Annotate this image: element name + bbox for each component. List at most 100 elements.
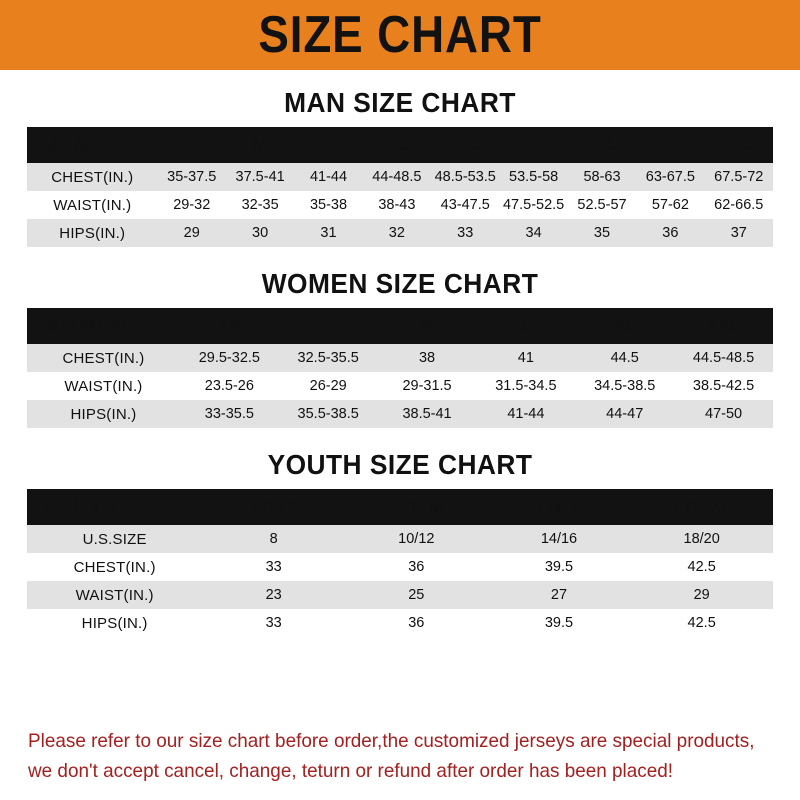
- men-cell: 43-47.5: [431, 191, 500, 219]
- women-size-header-6: XXL: [674, 308, 773, 344]
- women-size-header-5: XL: [575, 308, 675, 344]
- youth-cell: 39.5: [487, 553, 631, 581]
- youth-cell: 42.5: [630, 553, 773, 581]
- men-row-label: CHEST(IN.): [27, 163, 158, 191]
- youth-cell: 14/16: [487, 525, 631, 553]
- youth-cell: 25: [344, 581, 488, 609]
- man-size-table: MEN'S S M L XL 2XL 3XL 4XL 5XL 6XL CHEST(IN.) 35-37…: [27, 127, 773, 247]
- youth-cell: 29: [630, 581, 773, 609]
- youth-cell: 10/12: [344, 525, 488, 553]
- men-cell: 57-62: [636, 191, 705, 219]
- youth-row-label: WAIST(IN.): [27, 581, 203, 609]
- men-size-header-4: XL: [362, 127, 432, 163]
- women-cell: 35.5-38.5: [278, 400, 378, 428]
- men-cell: 36: [636, 219, 705, 247]
- men-cell: 29: [157, 219, 226, 247]
- men-header-row: MEN'S S M L XL 2XL 3XL 4XL 5XL 6XL: [27, 127, 773, 163]
- women-row-label: CHEST(IN.): [27, 344, 180, 372]
- table-row: HIPS(IN.) 33 36 39.5 42.5: [27, 609, 773, 637]
- women-cell: 34.5-38.5: [575, 372, 675, 400]
- women-size-header-3: M: [377, 308, 477, 344]
- order-policy-line-1: Please refer to our size chart before or…: [28, 730, 755, 752]
- table-row: HIPS(IN.) 29 30 31 32 33 34 35 36 37: [27, 219, 773, 247]
- women-cell: 44-47: [575, 400, 675, 428]
- men-size-header-7: 4XL: [567, 127, 637, 163]
- women-size-header-2: S: [278, 308, 378, 344]
- table-row: HIPS(IN.) 33-35.5 35.5-38.5 38.5-41 41-44 44-…: [27, 400, 773, 428]
- women-cell: 44.5: [575, 344, 675, 372]
- youth-size-table-wrapper: YOUTH YTH S YTH M YTH L YTH XL U.S.SIZE 8 10/12…: [27, 489, 773, 637]
- men-size-header-1: S: [157, 127, 226, 163]
- women-row-label: HIPS(IN.): [27, 400, 180, 428]
- youth-cell: 39.5: [487, 609, 631, 637]
- women-cell: 38: [377, 344, 477, 372]
- youth-cell: 8: [202, 525, 345, 553]
- women-cell: 26-29: [278, 372, 378, 400]
- men-cell: 52.5-57: [567, 191, 637, 219]
- women-corner-label: WOMEN'S: [27, 308, 180, 344]
- women-cell: 38.5-42.5: [674, 372, 773, 400]
- men-cell: 47.5-52.5: [499, 191, 568, 219]
- men-cell: 67.5-72: [704, 163, 773, 191]
- table-row: WAIST(IN.) 23.5-26 26-29 29-31.5 31.5-34.5 34…: [27, 372, 773, 400]
- women-cell: 23.5-26: [179, 372, 279, 400]
- table-row: CHEST(IN.) 29.5-32.5 32.5-35.5 38 41 44.5 44.5…: [27, 344, 773, 372]
- men-row-label: HIPS(IN.): [27, 219, 158, 247]
- women-cell: 47-50: [674, 400, 773, 428]
- youth-size-header-3: YTH L: [487, 489, 631, 525]
- men-size-header-2: M: [225, 127, 295, 163]
- youth-size-header-4: YTH XL: [630, 489, 773, 525]
- women-size-header-4: L: [476, 308, 576, 344]
- women-size-table-wrapper: WOMEN'S XS S M L XL XXL CHEST(IN.) 29.5-32.5 32.5…: [27, 308, 773, 428]
- men-cell: 44-48.5: [362, 163, 432, 191]
- men-cell: 35-38: [294, 191, 363, 219]
- men-cell: 37: [704, 219, 773, 247]
- women-cell: 44.5-48.5: [674, 344, 773, 372]
- men-cell: 58-63: [567, 163, 637, 191]
- men-cell: 35-37.5: [157, 163, 226, 191]
- youth-row-label: U.S.SIZE: [27, 525, 203, 553]
- women-cell: 41: [476, 344, 576, 372]
- youth-size-header-1: YTH S: [202, 489, 345, 525]
- men-size-header-5: 2XL: [431, 127, 500, 163]
- men-cell: 63-67.5: [636, 163, 705, 191]
- man-size-table-wrapper: MEN'S S M L XL 2XL 3XL 4XL 5XL 6XL CHEST(IN.) 35-37…: [27, 127, 773, 247]
- order-policy-line-2: we don't accept cancel, change, teturn o…: [28, 760, 674, 782]
- table-row: WAIST(IN.) 29-32 32-35 35-38 38-43 43-47.5 47.…: [27, 191, 773, 219]
- section-title-youth: YOUTH SIZE CHART: [267, 449, 533, 480]
- men-corner-label: MEN'S: [27, 127, 158, 163]
- women-cell: 31.5-34.5: [476, 372, 576, 400]
- table-row: WAIST(IN.) 23 25 27 29: [27, 581, 773, 609]
- section-title-women: WOMEN SIZE CHART: [261, 268, 539, 299]
- women-size-table: WOMEN'S XS S M L XL XXL CHEST(IN.) 29.5-32.5 32.5…: [27, 308, 773, 428]
- youth-cell: 23: [202, 581, 345, 609]
- page-banner: SIZE CHART: [0, 0, 800, 70]
- table-row: CHEST(IN.) 35-37.5 37.5-41 41-44 44-48.5 48.5…: [27, 163, 773, 191]
- women-header-row: WOMEN'S XS S M L XL XXL: [27, 308, 773, 344]
- youth-row-label: CHEST(IN.): [27, 553, 203, 581]
- women-cell: 41-44: [476, 400, 576, 428]
- men-size-header-3: L: [294, 127, 363, 163]
- youth-header-row: YOUTH YTH S YTH M YTH L YTH XL: [27, 489, 773, 525]
- men-cell: 34: [499, 219, 568, 247]
- table-row: U.S.SIZE 8 10/12 14/16 18/20: [27, 525, 773, 553]
- men-cell: 38-43: [362, 191, 432, 219]
- men-cell: 30: [225, 219, 295, 247]
- men-size-header-9: 6XL: [704, 127, 773, 163]
- youth-size-header-2: YTH M: [344, 489, 488, 525]
- youth-cell: 42.5: [630, 609, 773, 637]
- page-title: SIZE CHART: [258, 6, 542, 64]
- men-cell: 32-35: [225, 191, 295, 219]
- men-cell: 53.5-58: [499, 163, 568, 191]
- women-cell: 29.5-32.5: [179, 344, 279, 372]
- men-cell: 35: [567, 219, 637, 247]
- men-size-header-8: 5XL: [636, 127, 705, 163]
- youth-cell: 36: [344, 553, 488, 581]
- youth-size-table: YOUTH YTH S YTH M YTH L YTH XL U.S.SIZE 8 10/12…: [27, 489, 773, 637]
- order-policy-note: Please refer to our size chart before or…: [28, 726, 759, 786]
- women-cell: 33-35.5: [179, 400, 279, 428]
- men-row-label: WAIST(IN.): [27, 191, 158, 219]
- youth-cell: 18/20: [630, 525, 773, 553]
- youth-cell: 33: [202, 553, 345, 581]
